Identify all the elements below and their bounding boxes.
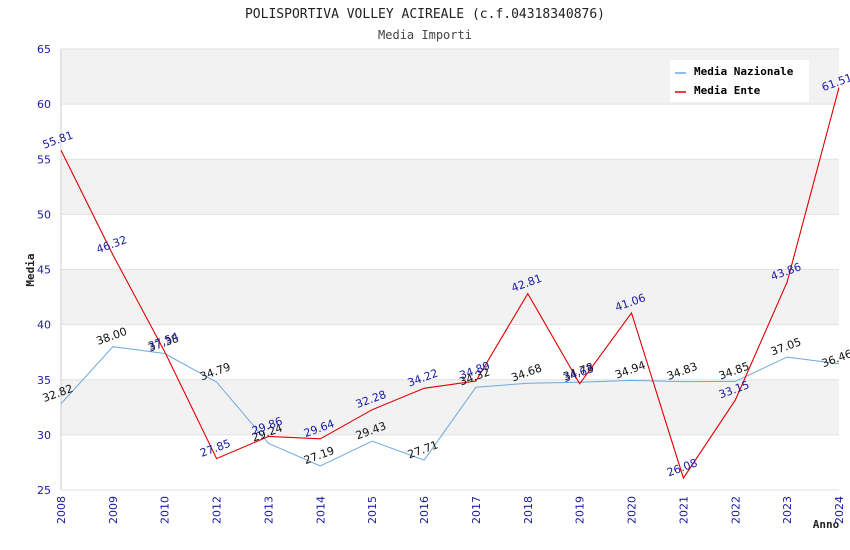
x-axis-label: Anno <box>813 518 840 531</box>
series-lines <box>60 87 840 480</box>
y-tick-label: 40 <box>37 319 51 332</box>
y-tick-label: 35 <box>37 374 51 387</box>
series-line-media-ente <box>60 87 840 480</box>
plot-band <box>61 159 839 215</box>
plot-band <box>61 324 839 380</box>
x-tick-label: 2009 <box>107 496 120 524</box>
x-tick-label: 2013 <box>262 496 275 524</box>
x-tick-label: 2014 <box>314 496 327 524</box>
x-tick-label: 2023 <box>781 496 794 524</box>
legend-label-media-nazionale: Media Nazionale <box>694 65 794 78</box>
y-tick-label: 65 <box>37 43 51 56</box>
y-axis-label: Media <box>24 253 37 286</box>
x-tick-label: 2020 <box>626 496 639 524</box>
x-tick-label: 2010 <box>159 496 172 524</box>
x-tick-label: 2015 <box>366 496 379 524</box>
x-tick-label: 2021 <box>677 496 690 524</box>
y-axis-ticks: 25 30 35 40 45 50 55 60 65 <box>37 43 51 497</box>
chart-title: POLISPORTIVA VOLLEY ACIREALE (c.f.043183… <box>245 7 605 22</box>
x-tick-label: 2016 <box>418 496 431 524</box>
y-tick-label: 25 <box>37 484 51 497</box>
gridlines <box>60 48 839 491</box>
x-tick-label: 2022 <box>729 496 742 524</box>
legend: Media Nazionale Media Ente <box>670 60 809 102</box>
plot-band <box>61 434 839 490</box>
x-tick-label: 2018 <box>522 496 535 524</box>
plot-band <box>61 269 839 325</box>
legend-label-media-ente: Media Ente <box>694 84 761 97</box>
chart-subtitle: Media Importi <box>378 28 472 42</box>
y-tick-label: 30 <box>37 429 51 442</box>
y-tick-label: 60 <box>37 98 51 111</box>
x-tick-label: 2008 <box>55 496 68 524</box>
legend-box <box>670 60 809 102</box>
plot-background <box>61 49 839 490</box>
x-axis-ticks: 2008 2009 2010 2012 2013 2014 2015 2016 2017 2018… <box>55 496 846 524</box>
y-tick-label: 45 <box>37 264 51 277</box>
series-line-media-nazionale <box>60 346 840 467</box>
plot-band <box>61 104 839 160</box>
x-tick-label: 2017 <box>470 496 483 524</box>
y-tick-label: 55 <box>37 153 51 166</box>
x-tick-label: 2024 <box>833 496 846 524</box>
plot-band <box>61 379 839 435</box>
y-tick-label: 50 <box>37 208 51 221</box>
x-tick-label: 2012 <box>211 496 224 524</box>
x-tick-label: 2019 <box>574 496 587 524</box>
plot-band <box>61 214 839 270</box>
